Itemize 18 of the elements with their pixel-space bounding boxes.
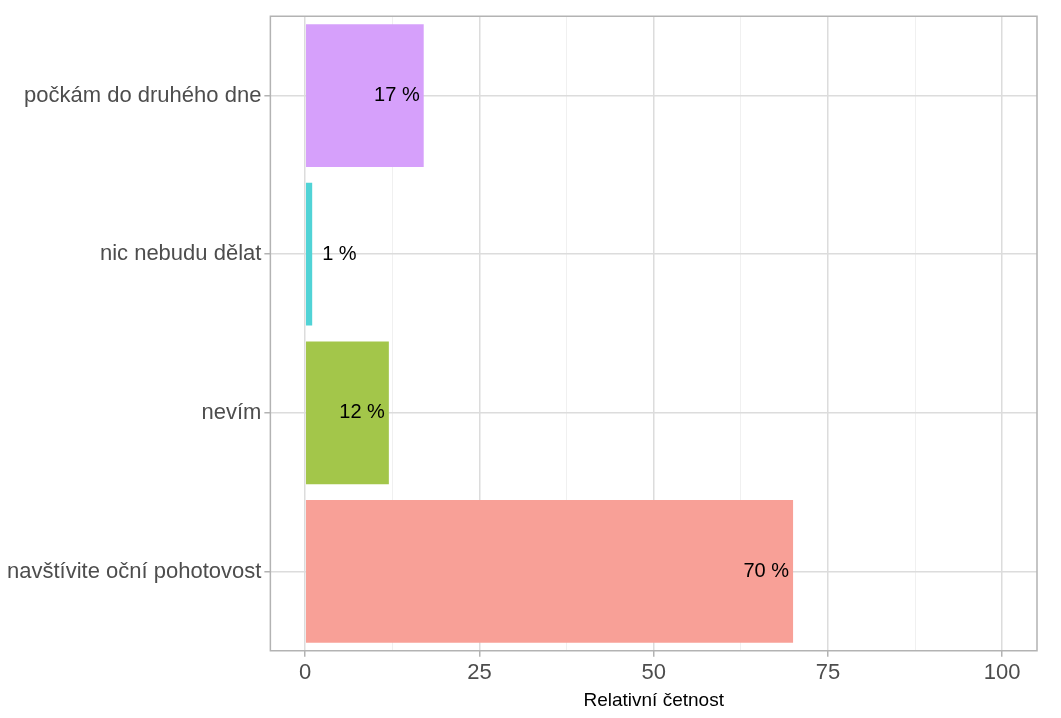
x-tick-label: 100	[983, 659, 1021, 685]
data-label: 70 %	[743, 558, 790, 581]
x-axis-title: Relativní četnost	[583, 688, 725, 710]
bar	[305, 182, 313, 326]
x-tick-label: 75	[815, 659, 841, 685]
x-tick-label: 50	[641, 659, 666, 685]
y-tick-label: nevím	[201, 398, 262, 424]
data-label: 17 %	[374, 83, 420, 106]
bar	[305, 500, 794, 643]
bar	[305, 24, 424, 167]
y-tick-label: navštívite oční pohotovost	[7, 557, 262, 583]
y-tick-label: nic nebudu dělat	[99, 240, 262, 266]
data-label: 12 %	[339, 400, 386, 423]
x-tick-label: 25	[467, 659, 492, 685]
y-tick-label: počkám do druhého dne	[24, 81, 262, 107]
bar	[305, 341, 389, 485]
x-tick-label: 0	[299, 659, 312, 685]
data-label: 1 %	[322, 241, 357, 264]
